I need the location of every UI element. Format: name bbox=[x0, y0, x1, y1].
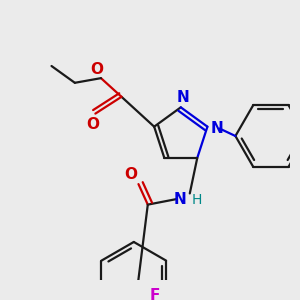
Text: O: O bbox=[91, 62, 104, 77]
Text: O: O bbox=[86, 117, 99, 132]
Text: F: F bbox=[150, 288, 160, 300]
Text: N: N bbox=[176, 91, 189, 106]
Text: N: N bbox=[210, 121, 223, 136]
Text: O: O bbox=[124, 167, 137, 182]
Text: H: H bbox=[192, 193, 202, 207]
Text: N: N bbox=[174, 191, 187, 206]
